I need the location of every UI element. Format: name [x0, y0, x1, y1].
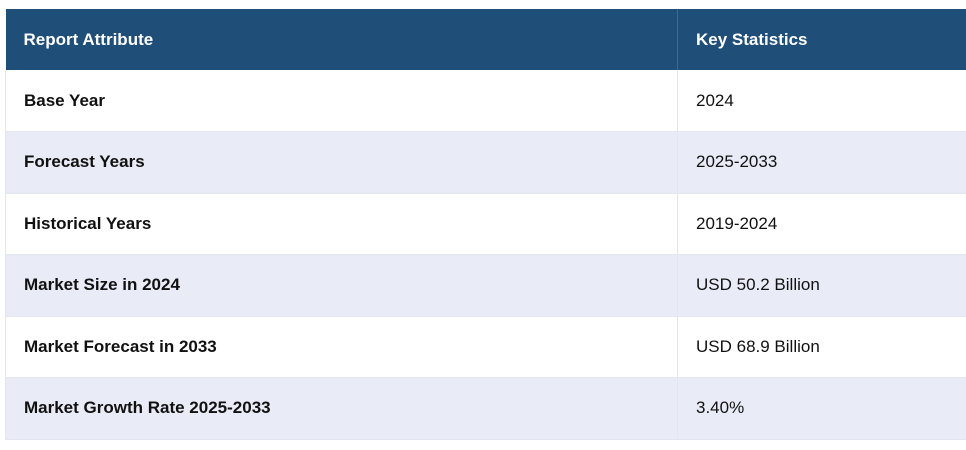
row-value: 2019-2024 — [677, 193, 966, 255]
header-key-statistics: Key Statistics — [677, 9, 966, 70]
header-report-attribute: Report Attribute — [5, 9, 678, 70]
table-row: Historical Years 2019-2024 — [5, 193, 966, 255]
table-row: Market Size in 2024 USD 50.2 Billion — [5, 254, 966, 317]
row-value: 2025-2033 — [677, 131, 966, 194]
row-attribute: Market Growth Rate 2025-2033 — [5, 377, 678, 440]
table-row: Forecast Years 2025-2033 — [5, 131, 966, 194]
row-value: 2024 — [677, 70, 966, 132]
table-row: Base Year 2024 — [5, 70, 966, 132]
row-attribute: Historical Years — [5, 193, 678, 255]
row-value: USD 68.9 Billion — [677, 316, 966, 378]
table-row: Market Growth Rate 2025-2033 3.40% — [5, 377, 966, 440]
report-stats-table: Report Attribute Key Statistics Base Yea… — [5, 9, 966, 440]
row-attribute: Base Year — [5, 70, 678, 132]
row-attribute: Market Size in 2024 — [5, 254, 678, 317]
row-value: 3.40% — [677, 377, 966, 440]
table-row: Market Forecast in 2033 USD 68.9 Billion — [5, 316, 966, 378]
row-attribute: Market Forecast in 2033 — [5, 316, 678, 378]
table-header-row: Report Attribute Key Statistics — [5, 9, 966, 70]
row-value: USD 50.2 Billion — [677, 254, 966, 317]
report-stats-table-container: Report Attribute Key Statistics Base Yea… — [5, 9, 966, 440]
row-attribute: Forecast Years — [5, 131, 678, 194]
